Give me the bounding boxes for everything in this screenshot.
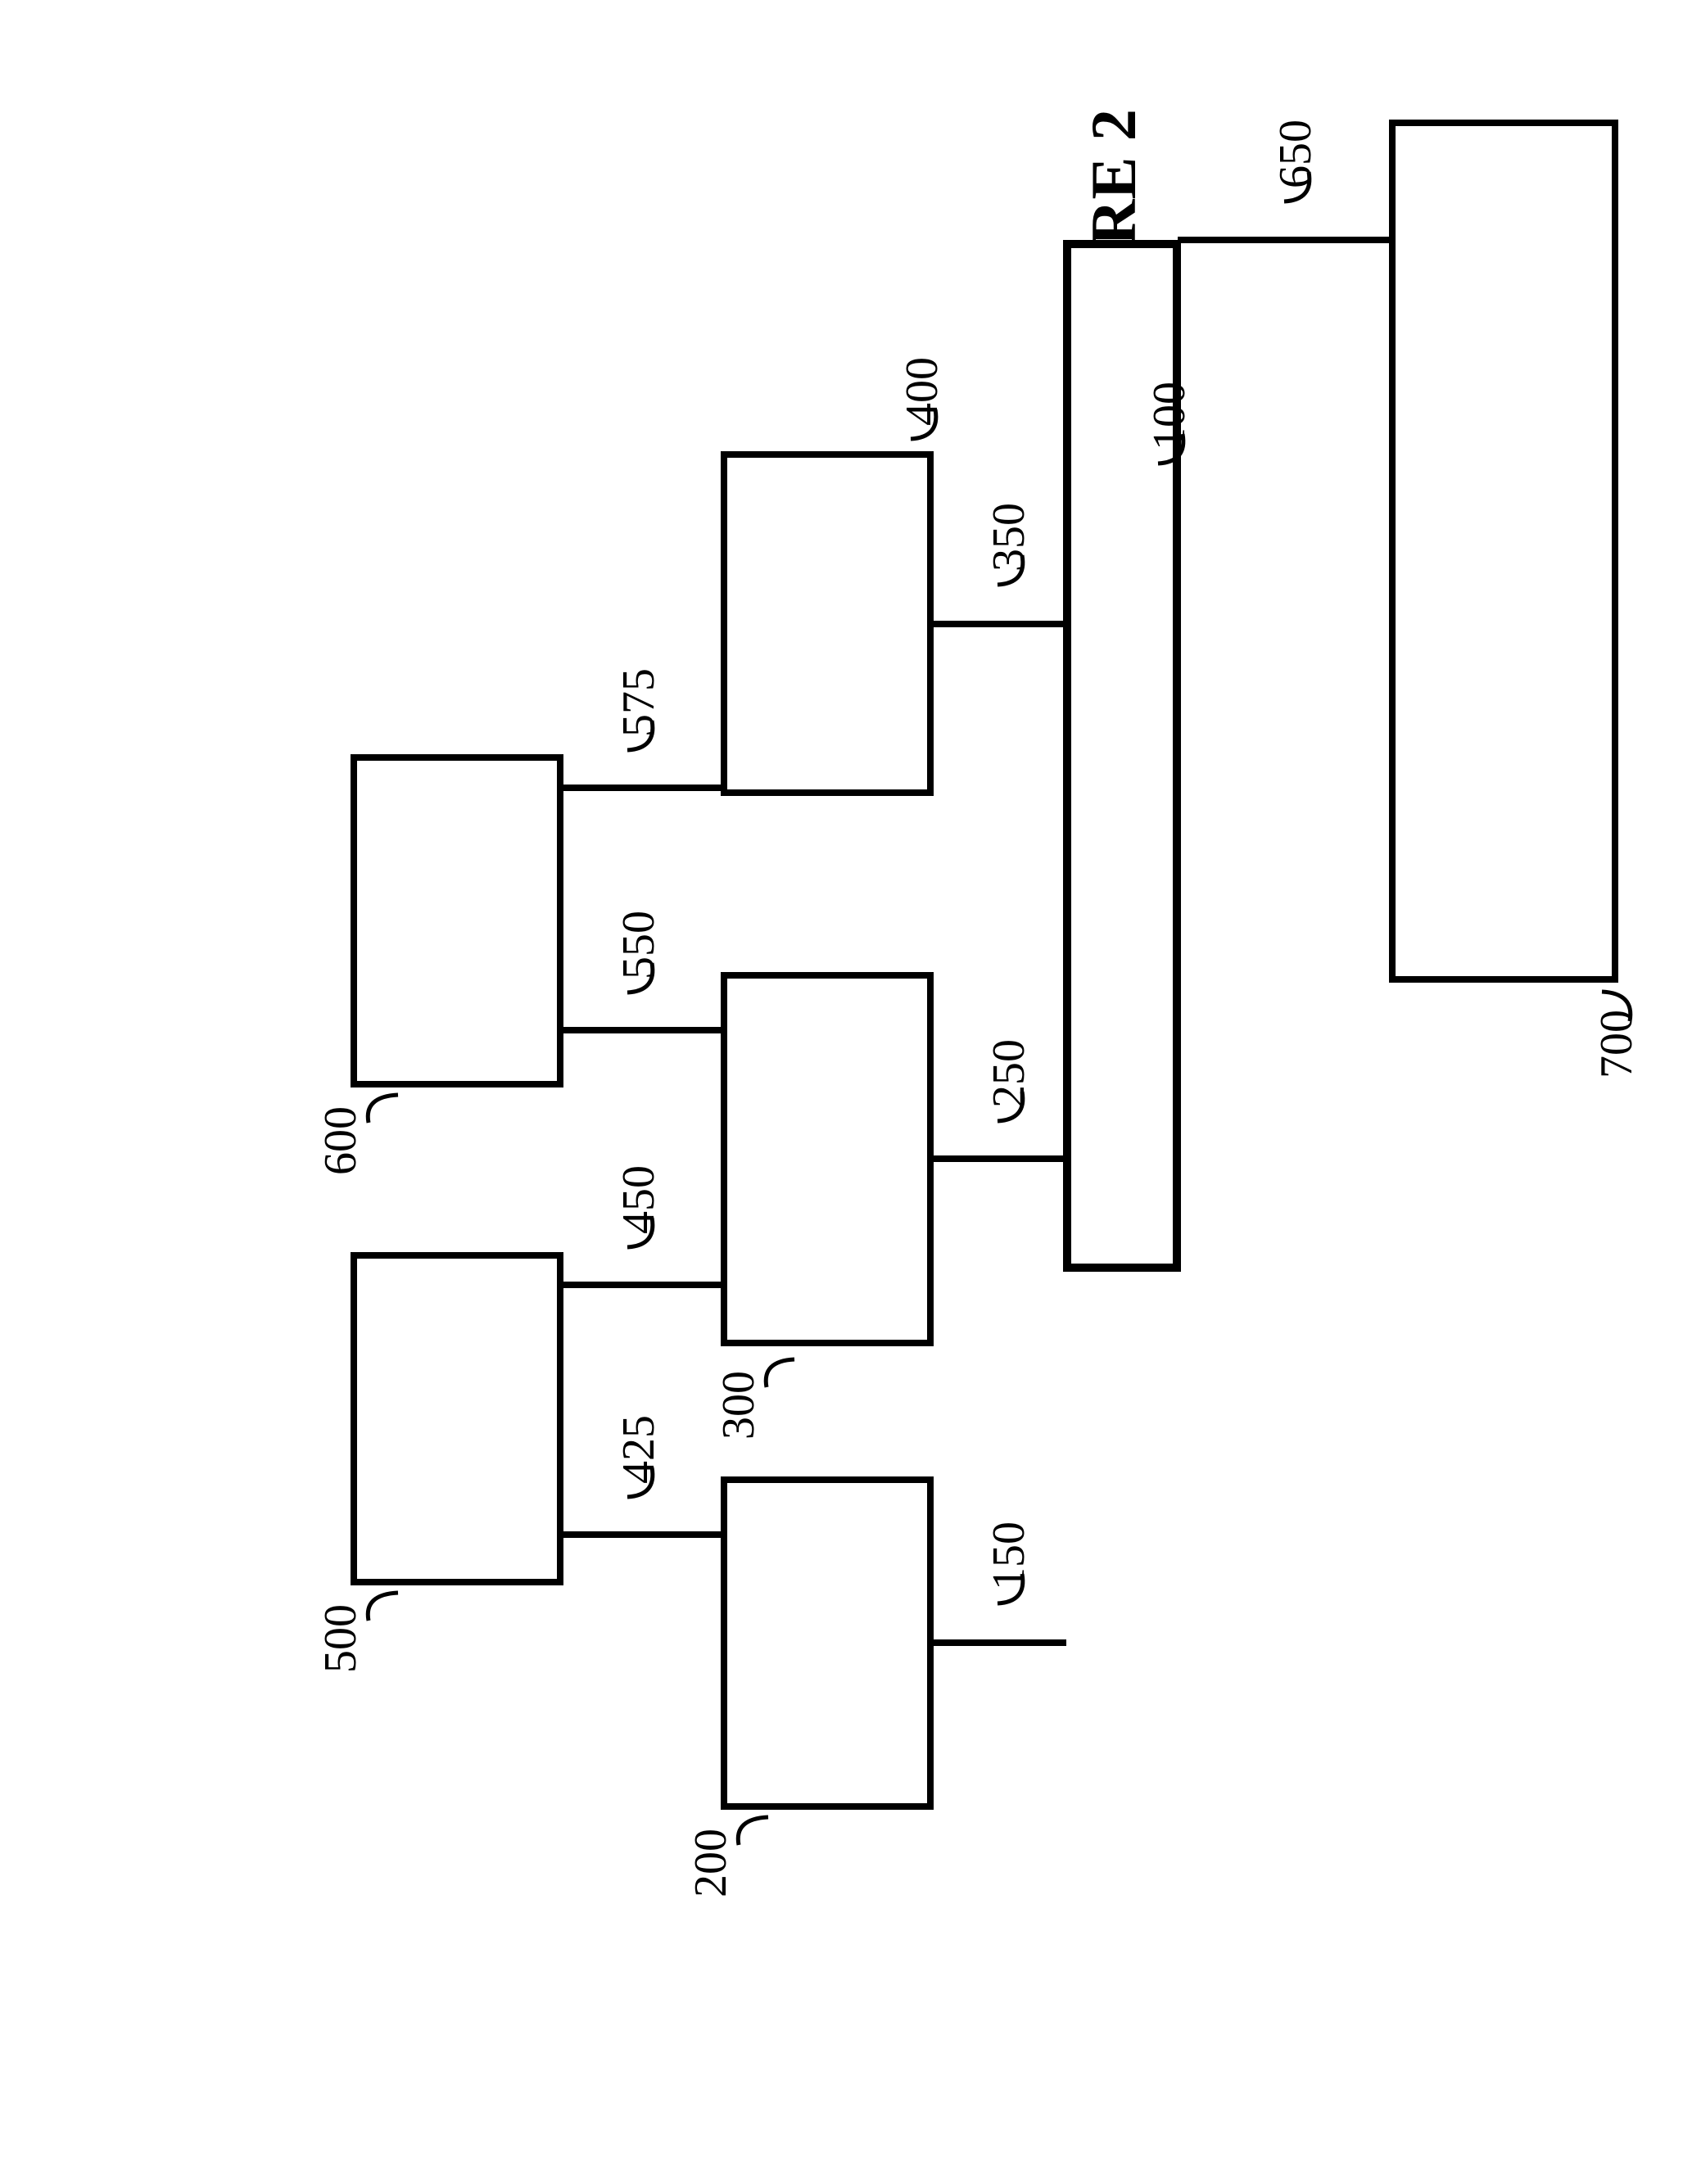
ref-leader-250 — [988, 1082, 1032, 1131]
edge-250 — [930, 1155, 1066, 1162]
node-400 — [721, 451, 934, 796]
edge-450 — [560, 1282, 724, 1288]
ref-leader-600 — [359, 1085, 408, 1133]
edge-650 — [1178, 237, 1392, 243]
ref-leader-400 — [901, 400, 945, 449]
edge-150 — [930, 1639, 1066, 1646]
node-700 — [1389, 120, 1618, 983]
ref-leader-450 — [618, 1208, 662, 1257]
edge-575 — [560, 785, 724, 791]
node-200 — [721, 1476, 934, 1810]
ref-leader-575 — [618, 711, 662, 760]
ref-leader-150 — [988, 1564, 1032, 1613]
ref-leader-425 — [618, 1458, 662, 1507]
edge-550 — [560, 1027, 724, 1033]
diagram-stage: FIGURE 2 1007002003004005006001502503506… — [0, 0, 1683, 2184]
ref-leader-200 — [729, 1807, 778, 1855]
node-300 — [721, 972, 934, 1346]
ref-leader-700 — [1592, 982, 1640, 1031]
ref-leader-100 — [1148, 424, 1192, 473]
ref-leader-650 — [1274, 162, 1319, 211]
edge-350 — [930, 621, 1066, 627]
ref-leader-350 — [988, 545, 1032, 595]
edge-425 — [560, 1531, 724, 1538]
ref-leader-300 — [757, 1350, 804, 1397]
ref-leader-550 — [618, 953, 662, 1002]
node-500 — [351, 1252, 563, 1585]
node-600 — [351, 754, 563, 1087]
ref-leader-500 — [359, 1583, 408, 1630]
